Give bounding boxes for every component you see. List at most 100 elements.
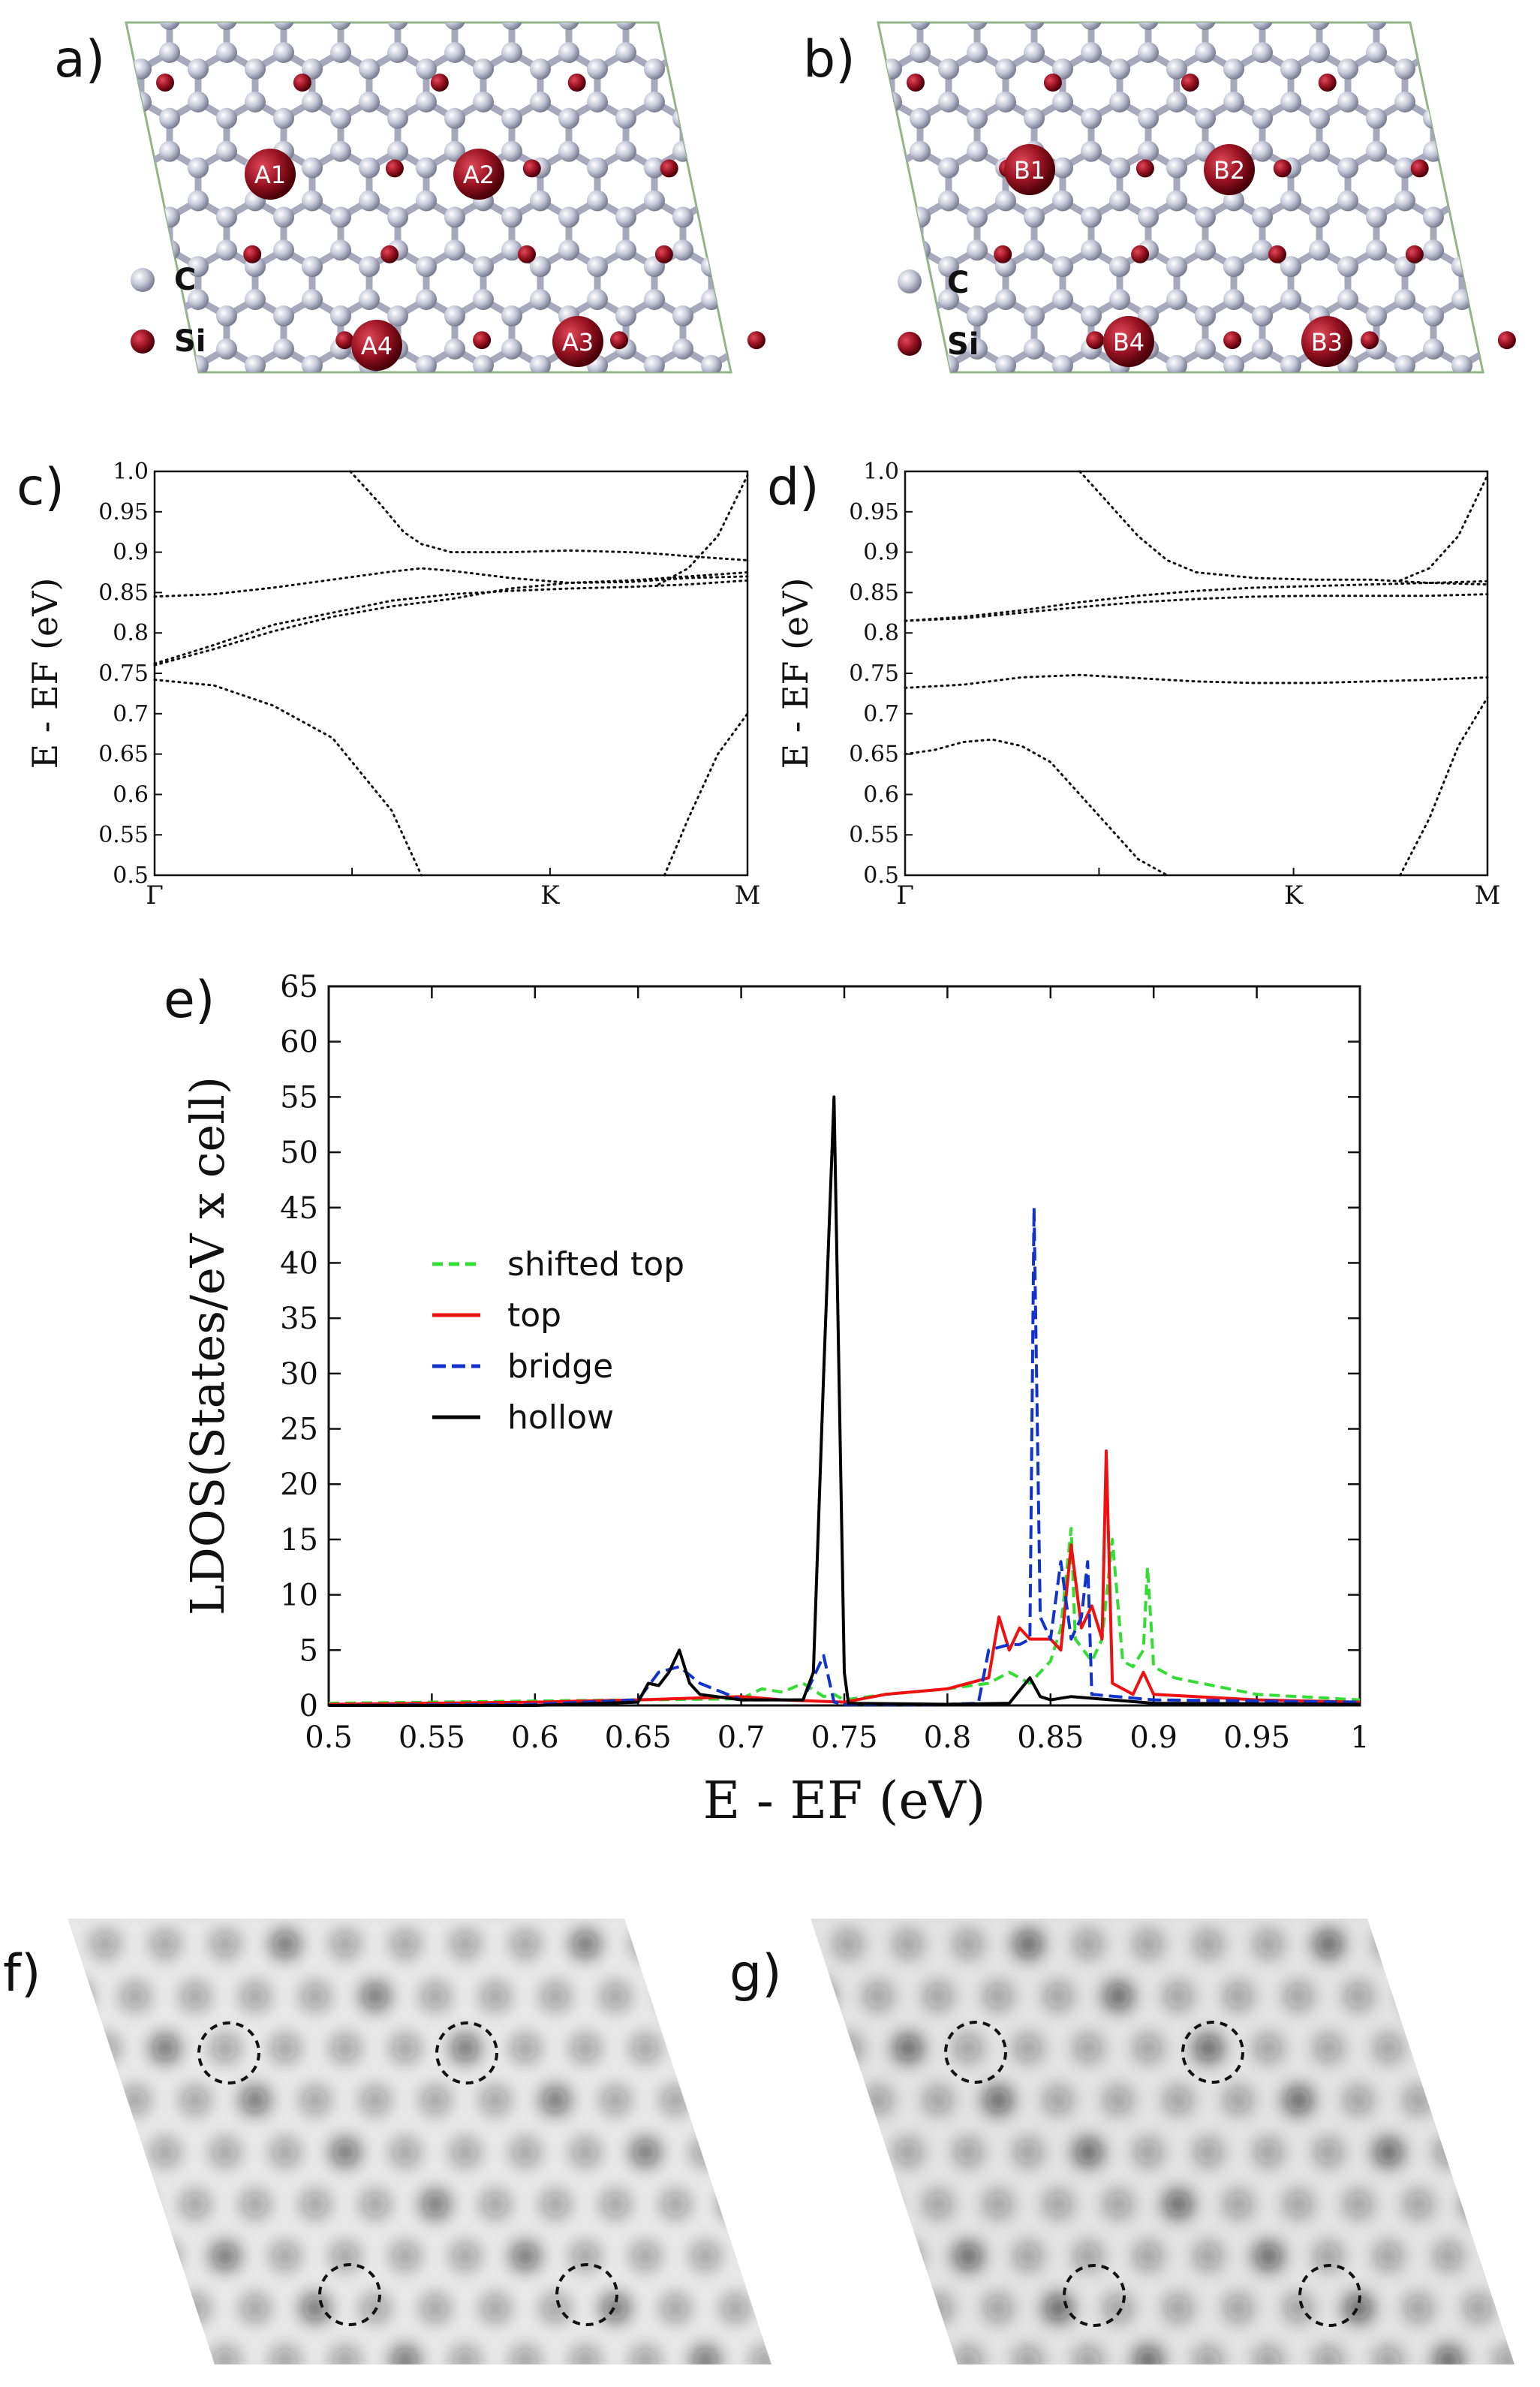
stm-spot [1045,2087,1071,2113]
carbon-atom [644,58,665,80]
carbon-atom [1451,388,1472,409]
stm-spot [423,2295,448,2321]
x-tick-label: M [735,880,761,911]
carbon-atom [302,388,323,409]
bond [27,3,56,20]
bond [1519,152,1540,168]
carbon-atom [1451,190,1472,212]
x-tick-label: Γ [146,880,164,911]
carbon-atom [1109,289,1130,311]
bond [1205,399,1234,415]
stm-spot [1135,2035,1161,2061]
bond [826,102,854,119]
stm-spot [122,2295,148,2321]
carbon-atom [1052,289,1073,311]
carbon-atom [1394,289,1415,311]
carbon-atom [1252,42,1273,63]
stm-spot [753,2139,772,2166]
carbon-atom [216,140,237,162]
carbon-atom [672,239,693,261]
stm-spot [92,2035,118,2061]
carbon-atom [1280,388,1301,409]
bond [854,300,883,316]
carbon-atom [1423,338,1444,360]
bond [455,399,483,415]
carbon-atom [1252,306,1273,327]
silicon-legend-icon [131,330,155,354]
carbon-atom [359,190,380,212]
band-line-band5 [349,470,749,561]
bond [1460,148,1483,171]
stm-spot [813,2244,838,2269]
carbon-atom [758,0,779,14]
carbon-atom [796,108,817,129]
stm-spot [783,1983,808,2009]
carbon-atom [815,0,836,14]
stm-spot [783,2087,808,2113]
carbon-atom [216,206,237,228]
bond [512,3,540,20]
carbon-atom [473,289,494,311]
silicon-atom [1318,74,1337,92]
bond [1376,399,1405,415]
y-tick-label: 25 [280,1413,318,1447]
carbon-atom [758,59,779,80]
stm-spot [1436,2347,1461,2364]
y-tick-label: 65 [280,970,318,1004]
band-line-band4 [904,579,1489,622]
stm-spot [302,1880,328,1905]
carbon-atom [1309,405,1330,426]
silicon-atom [335,331,354,350]
stm-spot [1105,2191,1131,2217]
series-line-shifted-top [328,1527,1361,1705]
carbon-atom [1252,140,1273,162]
stm-spot [1166,1983,1191,2009]
carbon-atom [530,190,551,212]
carbon-atom [901,405,922,426]
carbon-atom [1081,140,1102,162]
stm-spot [302,1983,328,2009]
bond [749,53,778,69]
carbon-atom [587,91,608,113]
carbon-atom [644,0,665,14]
stm-spot [212,2347,238,2364]
carbon-atom [995,289,1016,311]
carbon-atom [216,239,237,261]
stm-spot [1526,2295,1540,2321]
bond [126,197,143,221]
stm-spot [1196,2243,1221,2269]
carbon-atom [1052,256,1073,278]
carbon-atom [1309,42,1330,63]
stm-spot [925,2295,951,2321]
carbon-atom [444,42,465,63]
stm-spot [32,2139,58,2165]
stm-spot [625,1880,651,1905]
bond [1319,399,1348,415]
carbon-atom [872,92,893,113]
carbon-atom [273,306,294,327]
y-tick-label: 0.9 [863,540,899,566]
y-tick-label: 50 [280,1136,318,1170]
stm-spot [1346,2087,1371,2113]
bond [626,399,654,415]
stm-spot [1346,2191,1371,2217]
bond [284,3,312,20]
site-a2-atom [453,149,504,200]
stm-spot [775,2139,801,2165]
carbon-atom [995,388,1016,409]
silicon-atom [1268,245,1286,263]
bond [126,98,143,122]
stm-spot [1256,2243,1281,2269]
bond [863,3,892,20]
carbon-atom [501,107,522,129]
site-a3-label: A3 [562,328,594,357]
bond [597,399,626,415]
stm-spot [242,2295,268,2321]
stm-spot [152,2035,178,2061]
carbon-atom [387,42,408,63]
carbon-atom [872,158,893,179]
carbon-atom [1394,91,1415,113]
carbon-atom [1423,107,1444,129]
carbon-atom [245,354,266,372]
carbon-atom [444,306,465,327]
